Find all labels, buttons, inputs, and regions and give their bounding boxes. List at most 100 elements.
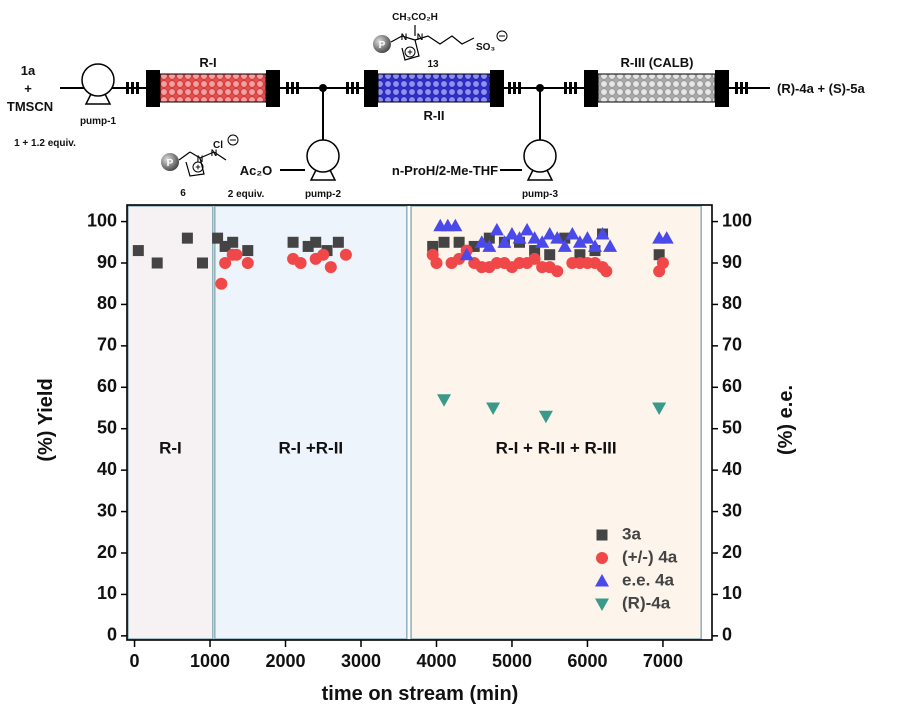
data-point	[603, 239, 618, 252]
y2-tick-label: 80	[722, 293, 742, 313]
data-point	[181, 232, 193, 244]
x-tick-label: 6000	[567, 651, 607, 671]
legend-label: (R)-4a	[622, 593, 671, 612]
data-point	[468, 240, 480, 252]
chart: (%) Yield (%) e.e. time on stream (min) …	[35, 204, 797, 705]
data-point	[656, 257, 669, 269]
reactant: 1a	[21, 63, 36, 78]
region	[127, 205, 214, 640]
solvent: n-ProH/2-Me-THF	[392, 163, 498, 178]
data-point	[241, 257, 254, 269]
data-point	[653, 249, 665, 261]
y-tick-label: 60	[97, 376, 117, 396]
pump	[523, 139, 557, 181]
x-tick-label: 3000	[341, 651, 381, 671]
y-tick-label: 50	[97, 417, 117, 437]
data-point	[659, 231, 674, 244]
data-point	[565, 227, 580, 240]
data-point	[574, 249, 586, 261]
data-point	[332, 236, 344, 248]
plus: +	[24, 81, 32, 96]
flow-scheme: 1a + TMSCN 1 + 1.2 equiv. pump-1 R-I P	[7, 12, 866, 200]
reactor-cap	[364, 70, 378, 107]
data-point	[538, 410, 553, 424]
reactor-cap	[584, 70, 598, 107]
reactor-label: R-II	[424, 108, 445, 123]
data-point	[324, 261, 337, 274]
region-label: R-I + R-II + R-III	[496, 439, 617, 458]
data-point	[453, 236, 465, 248]
legend-marker	[596, 529, 608, 541]
data-point	[430, 257, 443, 269]
data-point	[572, 235, 587, 248]
legend-marker	[596, 552, 608, 564]
reagent: TMSCN	[7, 99, 53, 114]
data-point	[529, 245, 541, 257]
pump	[81, 63, 115, 105]
data-point	[600, 265, 613, 278]
side-chain: CH₃CO₂H	[392, 12, 438, 23]
data-point	[310, 236, 322, 248]
atom: P	[167, 158, 174, 169]
data-point	[474, 235, 489, 248]
atom: P	[379, 40, 386, 51]
y2-tick-label: 10	[722, 583, 742, 603]
compound-number: 13	[427, 59, 439, 70]
reactor-cap	[490, 70, 504, 107]
data-point	[227, 236, 239, 248]
y-tick-label: 0	[107, 625, 117, 645]
data-point	[588, 239, 602, 252]
y2-tick-label: 90	[722, 252, 742, 272]
x-tick-label: 2000	[265, 651, 305, 671]
y2-tick-label: 0	[722, 625, 732, 645]
y-tick-label: 10	[97, 583, 117, 603]
charge: +	[407, 47, 412, 57]
y-tick-label: 30	[97, 500, 117, 520]
data-point	[557, 239, 572, 252]
data-point	[242, 245, 254, 257]
data-point	[486, 402, 501, 415]
legend-label: 3a	[622, 524, 641, 543]
y2-tick-label: 60	[722, 376, 742, 396]
data-point	[542, 227, 557, 240]
y-tick-label: 70	[97, 335, 117, 355]
y-tick-label: 80	[97, 293, 117, 313]
reactor	[377, 73, 491, 103]
y2-tick-label: 50	[722, 417, 742, 437]
data-point	[482, 239, 497, 252]
region	[214, 205, 408, 640]
data-point	[302, 240, 314, 252]
y-tick-label: 40	[97, 459, 117, 479]
data-point	[132, 245, 144, 257]
x-tick-label: 1000	[190, 651, 230, 671]
data-point	[528, 252, 541, 265]
data-point	[580, 231, 595, 244]
x-axis-title: time on stream (min)	[322, 683, 519, 705]
reactor-cap	[715, 70, 729, 107]
data-point	[339, 248, 352, 261]
x-tick-label: 7000	[643, 651, 683, 671]
y-tick-label: 100	[87, 210, 117, 230]
data-point	[595, 227, 610, 240]
atom: N	[401, 32, 408, 42]
x-tick-label: 5000	[492, 651, 532, 671]
data-point	[287, 236, 299, 248]
data-point	[212, 232, 224, 244]
data-point	[438, 236, 450, 248]
acyl-reagent: Ac₂O	[240, 163, 273, 178]
y-tick-label: 20	[97, 542, 117, 562]
region-label: R-I	[159, 439, 182, 458]
data-point	[512, 231, 527, 244]
data-point	[230, 248, 243, 261]
pump-label: pump-1	[80, 116, 117, 127]
data-point	[448, 218, 463, 232]
data-point	[151, 257, 163, 269]
y-axis-title: (%) Yield	[35, 378, 57, 461]
data-point	[483, 232, 495, 244]
data-point	[520, 222, 535, 236]
y2-tick-label: 100	[722, 210, 752, 230]
reactor	[159, 73, 267, 103]
product: (R)-4a + (S)-5a	[777, 81, 866, 96]
data-point	[544, 249, 556, 261]
data-point	[219, 257, 232, 269]
